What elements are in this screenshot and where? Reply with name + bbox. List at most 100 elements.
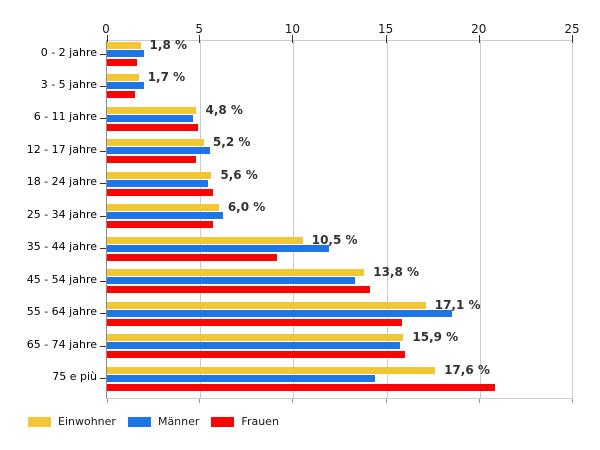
value-label: 13,8 % bbox=[373, 265, 420, 280]
bar-einwohner bbox=[107, 139, 204, 147]
x-axis-bottom-tick-mark bbox=[199, 399, 201, 403]
bar-group: 1,7 % bbox=[107, 70, 573, 105]
bar-manner bbox=[107, 179, 208, 187]
y-axis-category-labels: 0 - 2 jahre 3 - 5 jahre 6 - 11 jahre 12 - 1… bbox=[0, 0, 97, 450]
x-axis-tick-label: 5 bbox=[195, 22, 204, 36]
bar-group: 1,8 % bbox=[107, 38, 573, 73]
category-tick-mark bbox=[100, 378, 106, 380]
bar-einwohner bbox=[107, 171, 212, 179]
gridline bbox=[479, 41, 481, 398]
legend-swatch bbox=[211, 417, 235, 427]
legend-label: Einwohner bbox=[58, 415, 116, 428]
x-axis-tick-mark bbox=[478, 35, 480, 43]
bar-frauen bbox=[107, 59, 137, 66]
value-label: 10,5 % bbox=[311, 232, 358, 247]
value-label: 17,6 % bbox=[444, 362, 490, 377]
category-label: 55 - 64 jahre bbox=[26, 305, 97, 319]
bar-einwohner bbox=[107, 204, 219, 212]
bar-manner bbox=[107, 277, 355, 285]
bar-frauen bbox=[107, 351, 406, 359]
legend: Einwohner Männer Frauen bbox=[28, 416, 291, 428]
bar-manner bbox=[107, 147, 210, 155]
x-axis-bottom-tick-mark bbox=[292, 399, 294, 403]
value-label: 5,6 % bbox=[220, 167, 258, 182]
bar-group: 10,5 % bbox=[107, 232, 573, 268]
x-axis-tick-label: 15 bbox=[377, 22, 394, 36]
value-label: 15,9 % bbox=[412, 330, 459, 345]
value-label: 1,7 % bbox=[147, 70, 186, 85]
x-axis-tick-mark bbox=[292, 35, 294, 43]
x-axis-tick-label: 20 bbox=[471, 22, 487, 36]
gridline bbox=[572, 41, 573, 398]
category-tick-mark bbox=[100, 183, 106, 185]
bar-einwohner bbox=[107, 334, 404, 342]
x-axis-tick-label: 0 bbox=[102, 22, 110, 36]
bar-group: 5,6 % bbox=[107, 167, 573, 203]
value-label: 1,8 % bbox=[149, 38, 188, 52]
bar-frauen bbox=[107, 221, 214, 229]
category-label: 45 - 54 jahre bbox=[26, 272, 97, 286]
gridline bbox=[200, 41, 202, 398]
x-axis-tick-mark bbox=[385, 35, 387, 43]
bar-einwohner bbox=[107, 236, 303, 244]
value-label: 17,1 % bbox=[434, 297, 481, 312]
legend-label: Männer bbox=[157, 415, 200, 428]
value-label: 6,0 % bbox=[227, 200, 266, 215]
value-label: 5,2 % bbox=[212, 135, 251, 150]
bar-einwohner bbox=[107, 301, 426, 309]
category-label: 3 - 5 jahre bbox=[40, 77, 97, 91]
category-label: 75 e più bbox=[52, 370, 97, 384]
legend-label: Frauen bbox=[241, 415, 279, 428]
x-axis-tick-label: 10 bbox=[284, 22, 301, 36]
x-axis-bottom-tick-mark bbox=[572, 399, 573, 403]
category-label: 65 - 74 jahre bbox=[26, 337, 97, 351]
bar-manner bbox=[107, 82, 145, 90]
bar-manner bbox=[107, 342, 400, 350]
bar-einwohner bbox=[107, 106, 197, 114]
plot-area: 1,8 % 1,7 % 4,8 % 5,2 % 5,6 % 6,0 % 10,5 % 13,8… bbox=[100, 35, 573, 403]
gridline bbox=[386, 41, 388, 398]
category-tick-mark bbox=[100, 53, 106, 55]
bar-einwohner bbox=[107, 269, 365, 277]
bar-group: 4,8 % bbox=[107, 104, 573, 138]
bar-manner bbox=[107, 309, 452, 317]
legend-swatch bbox=[28, 417, 51, 427]
bar-einwohner bbox=[107, 42, 141, 49]
bar-group: 15,9 % bbox=[107, 330, 573, 365]
bar-group: 17,6 % bbox=[107, 362, 573, 398]
bar-frauen bbox=[107, 123, 199, 131]
legend-item-frauen: Frauen bbox=[211, 416, 279, 428]
bar-manner bbox=[107, 212, 223, 220]
category-tick-mark bbox=[100, 248, 106, 250]
bar-group: 6,0 % bbox=[107, 200, 573, 235]
category-label: 25 - 34 jahre bbox=[26, 207, 97, 221]
category-tick-mark bbox=[100, 280, 106, 282]
x-axis-tick-mark bbox=[572, 35, 573, 43]
bar-frauen bbox=[107, 253, 277, 261]
bar-frauen bbox=[107, 156, 197, 164]
bar-frauen bbox=[107, 383, 495, 391]
legend-item-manner: Männer bbox=[127, 415, 200, 428]
x-axis-tick-label: 25 bbox=[564, 22, 580, 36]
gridline bbox=[293, 41, 295, 398]
category-tick-mark bbox=[100, 215, 106, 217]
x-axis-bottom-tick-mark bbox=[107, 399, 108, 403]
bar-group: 5,2 % bbox=[107, 135, 573, 170]
bar-frauen bbox=[107, 286, 370, 294]
bar-manner bbox=[107, 114, 193, 122]
bar-einwohner bbox=[107, 366, 436, 374]
category-tick-mark bbox=[100, 345, 106, 347]
category-label: 35 - 44 jahre bbox=[26, 240, 97, 254]
category-tick-mark bbox=[100, 313, 106, 315]
bar-einwohner bbox=[107, 74, 139, 82]
x-axis-bottom-tick-mark bbox=[478, 399, 480, 403]
x-axis-bottom-tick-mark bbox=[385, 399, 387, 403]
bar-frauen bbox=[107, 91, 135, 99]
bar-group: 13,8 % bbox=[107, 265, 573, 300]
bar-group: 17,1 % bbox=[107, 297, 573, 333]
bar-frauen bbox=[107, 318, 402, 326]
bar-manner bbox=[107, 244, 329, 252]
category-label: 18 - 24 jahre bbox=[26, 175, 97, 189]
